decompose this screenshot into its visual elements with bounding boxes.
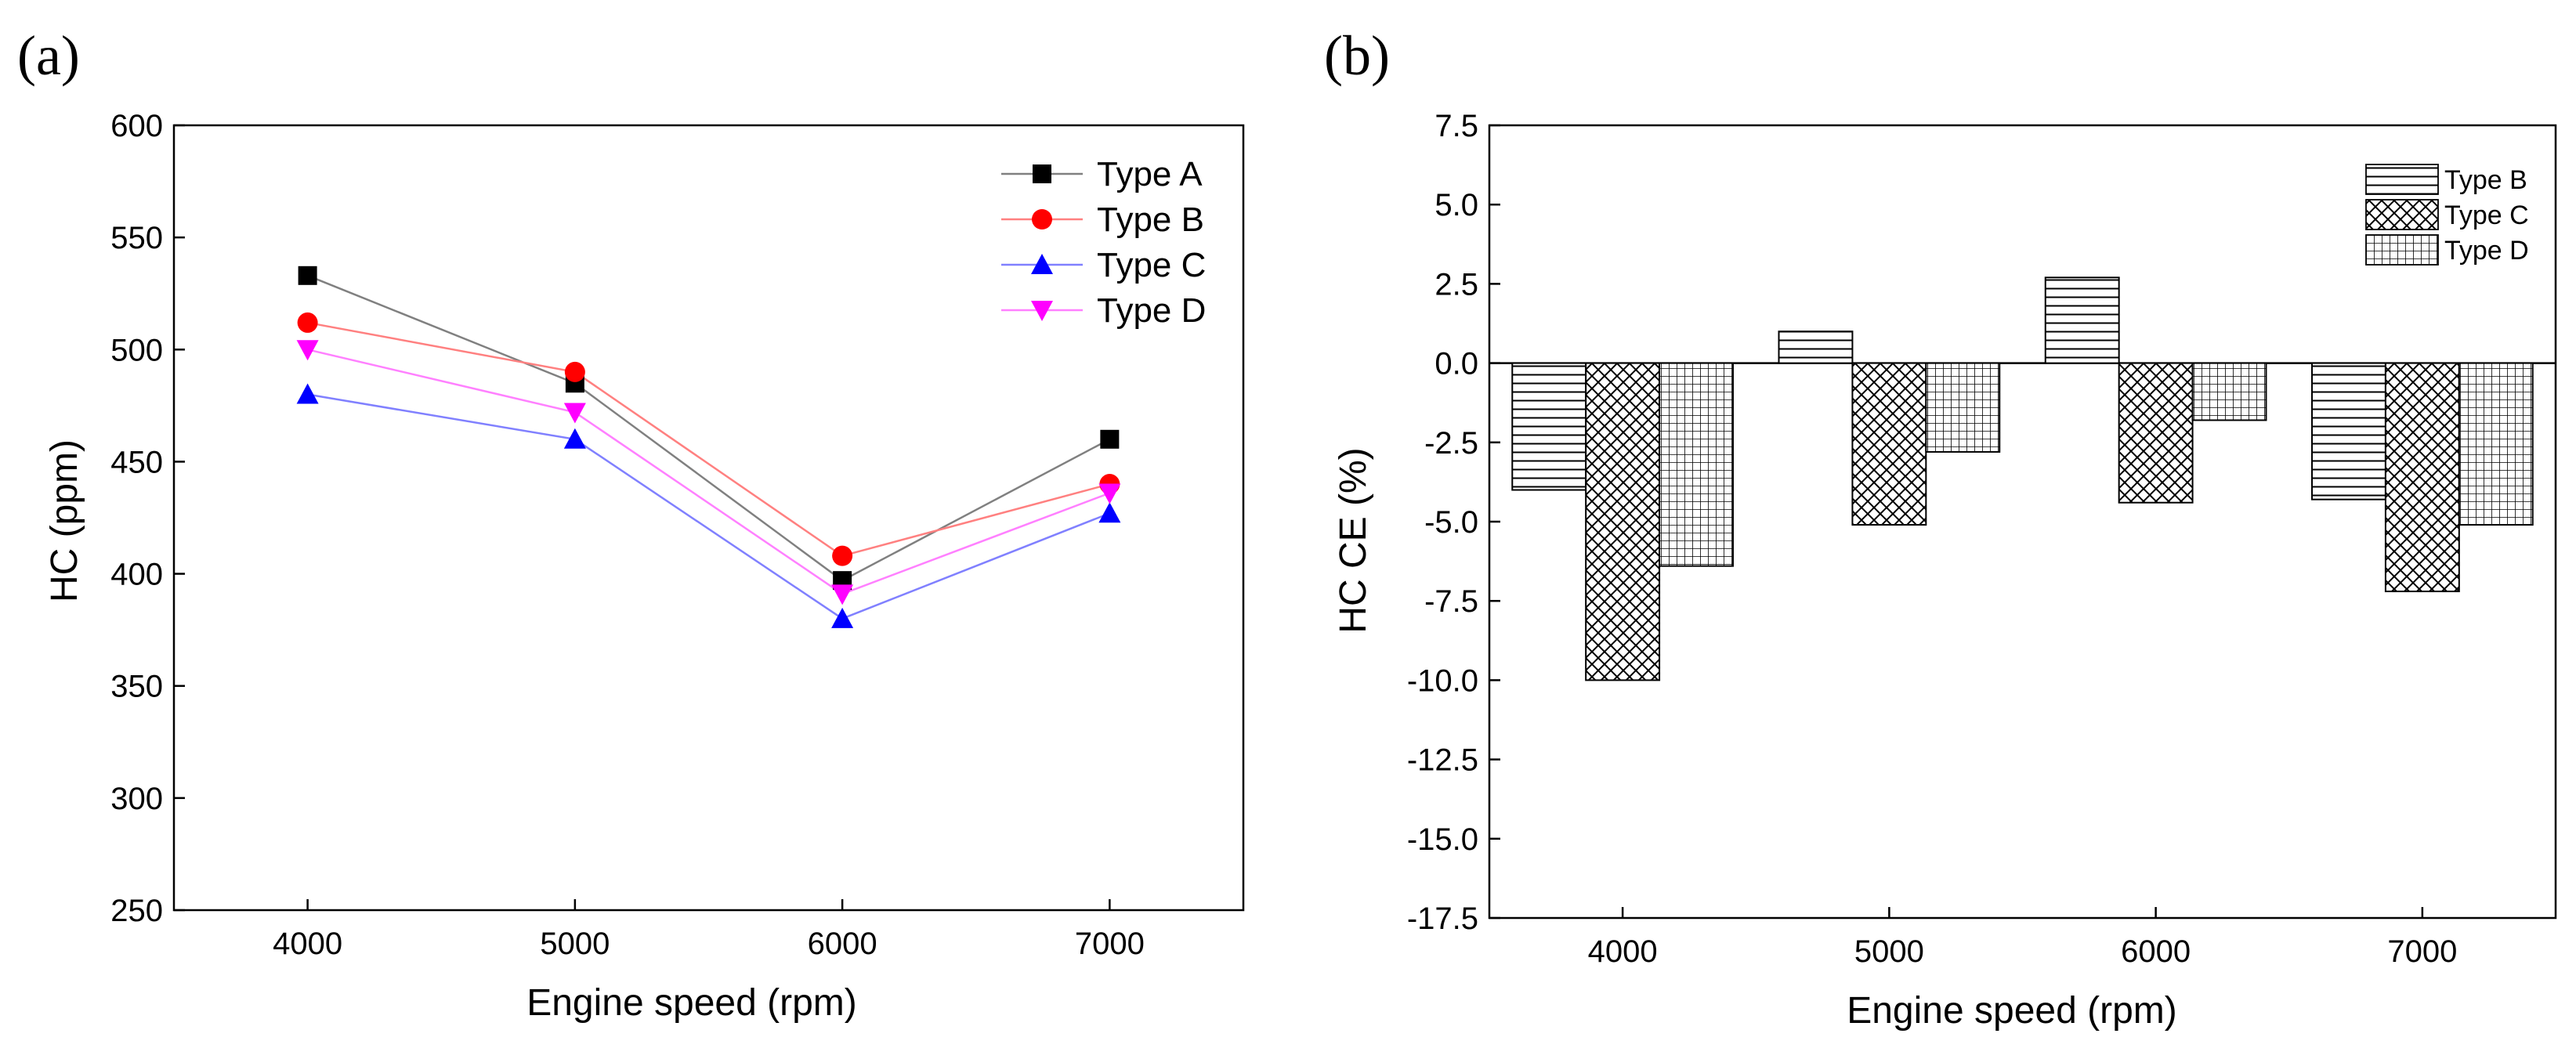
line-chart-x-axis-title: Engine speed (rpm) — [526, 982, 857, 1024]
y-tick-label: 350 — [110, 670, 163, 704]
bar — [2118, 362, 2194, 504]
panel-b: (b) -17.5 -15.0 -12.5 -10.0 -7.5 -5.0 -2.5 0.0 2… — [1324, 24, 2557, 1032]
bar-chart: -17.5 -15.0 -12.5 -10.0 -7.5 -5.0 -2.5 0.0 2.5 5.… — [1407, 109, 2557, 969]
data-point — [296, 383, 319, 404]
x-tick-label: 5000 — [540, 927, 610, 961]
bar — [1778, 331, 1854, 364]
bar-chart-y-axis-title: HC CE (%) — [1333, 447, 1374, 633]
bar — [1659, 362, 1734, 567]
x-tick-label: 4000 — [1588, 934, 1658, 969]
bar — [1851, 362, 1927, 526]
y-tick-label: 500 — [110, 333, 163, 367]
bar — [1925, 362, 2001, 453]
legend-label: Type C — [1097, 246, 1206, 284]
data-point — [563, 403, 586, 424]
legend-marker — [1033, 164, 1051, 183]
x-tick-label: 7000 — [1075, 927, 1145, 961]
legend-label: Type D — [2444, 236, 2529, 266]
x-tick-label: 5000 — [1854, 934, 1924, 969]
bar — [2384, 362, 2460, 593]
legend-label: Type D — [1097, 291, 1206, 330]
data-point — [296, 340, 319, 361]
data-point — [1100, 429, 1120, 449]
y-tick-label: 300 — [110, 782, 163, 816]
y-tick-label: 0.0 — [1435, 347, 1478, 381]
panel-b-label: (b) — [1324, 24, 1390, 87]
x-tick-label: 6000 — [2121, 934, 2191, 969]
y-tick-label: 550 — [110, 221, 163, 255]
y-tick-label: -12.5 — [1407, 743, 1478, 778]
y-tick-label: 400 — [110, 558, 163, 592]
y-tick-label: 2.5 — [1435, 267, 1478, 302]
legend-marker — [1031, 301, 1053, 321]
legend-label: Type C — [2444, 201, 2529, 230]
series-line — [307, 349, 1110, 595]
series-line — [307, 274, 1110, 582]
panel-a-label: (a) — [17, 24, 80, 87]
y-tick-label: -10.0 — [1407, 663, 1478, 698]
x-tick-label: 7000 — [2387, 934, 2457, 969]
data-point — [831, 584, 854, 605]
x-tick-label: 6000 — [808, 927, 877, 961]
y-tick-label: -2.5 — [1424, 426, 1478, 461]
data-point — [563, 428, 586, 449]
legend-swatch — [2365, 234, 2439, 266]
data-point — [1098, 502, 1121, 523]
legend-label: Type B — [1097, 201, 1204, 239]
y-tick-label: 600 — [110, 109, 163, 143]
y-tick-label: -17.5 — [1407, 902, 1478, 936]
y-tick-label: 5.0 — [1435, 188, 1478, 222]
legend-marker — [1032, 209, 1052, 229]
data-point — [1098, 483, 1121, 504]
y-tick-label: -7.5 — [1424, 584, 1478, 619]
y-tick-label: 250 — [110, 894, 163, 928]
bar-chart-x-axis-title: Engine speed (rpm) — [1847, 990, 2177, 1032]
legend-label: Type B — [2444, 165, 2527, 195]
y-tick-label: 450 — [110, 445, 163, 479]
y-tick-label: -15.0 — [1407, 822, 1478, 857]
bar — [2191, 362, 2267, 421]
y-tick-label: -5.0 — [1424, 505, 1478, 540]
legend-marker — [1031, 254, 1053, 274]
line-chart-plot-frame — [172, 124, 1245, 912]
legend-label: Type A — [1097, 155, 1203, 193]
data-point — [832, 545, 853, 566]
legend-swatch — [2365, 164, 2439, 195]
line-chart-y-axis-title: HC (ppm) — [44, 439, 85, 602]
bar — [1511, 362, 1587, 491]
bar — [1585, 362, 1661, 681]
panel-a: (a) 250 300 350 400 450 500 550 600 4000 5000 6000… — [17, 24, 1245, 1024]
series-line — [307, 321, 1110, 558]
y-tick-label: 7.5 — [1435, 109, 1478, 143]
bar — [2311, 362, 2386, 501]
data-point — [831, 607, 854, 628]
data-point — [564, 361, 585, 382]
x-tick-label: 4000 — [273, 927, 342, 961]
data-point — [297, 312, 318, 333]
legend-swatch — [2365, 199, 2439, 230]
bar — [2458, 362, 2534, 526]
data-point — [298, 266, 317, 285]
series-line — [307, 393, 1110, 620]
line-chart: 250 300 350 400 450 500 550 600 4000 5000 6000 7000… — [110, 109, 1245, 961]
bar — [2044, 276, 2120, 364]
